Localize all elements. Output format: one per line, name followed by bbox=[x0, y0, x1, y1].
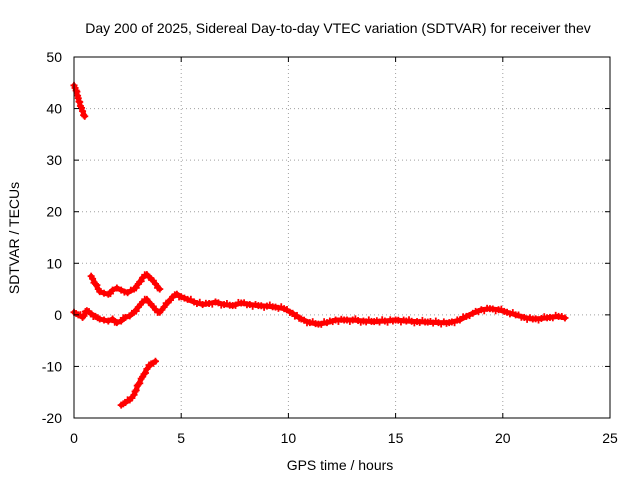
x-tick-label: 15 bbox=[388, 430, 404, 446]
data-point bbox=[100, 316, 108, 324]
series-2 bbox=[87, 271, 164, 298]
data-points bbox=[70, 81, 569, 409]
series-1 bbox=[70, 81, 89, 120]
y-tick-label: 10 bbox=[46, 255, 62, 271]
data-point bbox=[81, 112, 89, 120]
y-tick-label: 20 bbox=[46, 204, 62, 220]
data-point bbox=[113, 284, 121, 292]
data-point bbox=[132, 386, 140, 394]
data-point bbox=[143, 365, 151, 373]
data-point bbox=[141, 369, 149, 377]
data-point bbox=[80, 312, 88, 320]
data-point bbox=[100, 289, 108, 297]
data-point bbox=[121, 313, 129, 321]
data-point bbox=[160, 303, 168, 311]
x-tick-label: 5 bbox=[177, 430, 185, 446]
data-point bbox=[137, 277, 145, 285]
data-point bbox=[113, 319, 121, 327]
data-point bbox=[140, 370, 148, 378]
y-tick-label: 30 bbox=[46, 152, 62, 168]
series-3 bbox=[117, 357, 159, 409]
data-point bbox=[136, 379, 144, 387]
data-point bbox=[109, 286, 117, 294]
data-point bbox=[104, 317, 112, 325]
plot-frame bbox=[73, 56, 611, 419]
data-point bbox=[134, 380, 142, 388]
chart-title: Day 200 of 2025, Sidereal Day-to-day VTE… bbox=[85, 20, 591, 36]
data-point bbox=[93, 281, 101, 289]
data-point bbox=[130, 391, 138, 399]
y-tick-label: 50 bbox=[46, 49, 62, 65]
data-point bbox=[96, 288, 104, 296]
y-tick-label: -10 bbox=[42, 358, 62, 374]
data-point bbox=[132, 307, 140, 315]
data-point bbox=[80, 111, 88, 119]
data-point bbox=[91, 280, 99, 288]
data-point bbox=[561, 314, 569, 322]
data-point bbox=[79, 107, 87, 115]
x-tick-label: 20 bbox=[495, 430, 511, 446]
data-point bbox=[89, 275, 97, 283]
data-point bbox=[156, 285, 164, 293]
axis-ticks: 0 5 10 15 20 25 -20 -10 0 10 20 30 40 50 bbox=[42, 49, 618, 446]
series-4 bbox=[70, 290, 569, 328]
y-tick-label: 0 bbox=[54, 307, 62, 323]
data-point bbox=[78, 104, 86, 112]
data-point bbox=[151, 280, 159, 288]
y-axis-label: SDTVAR / TECUs bbox=[6, 182, 22, 294]
data-point bbox=[96, 315, 104, 323]
data-point bbox=[131, 388, 139, 396]
grid-lines bbox=[74, 57, 610, 418]
y-tick-label: -20 bbox=[42, 410, 62, 426]
data-point bbox=[151, 357, 159, 365]
y-tick-label: 40 bbox=[46, 101, 62, 117]
data-point bbox=[132, 284, 140, 292]
x-tick-label: 0 bbox=[70, 430, 78, 446]
x-tick-label: 25 bbox=[602, 430, 618, 446]
x-tick-label: 10 bbox=[281, 430, 297, 446]
x-axis-label: GPS time / hours bbox=[287, 457, 394, 473]
